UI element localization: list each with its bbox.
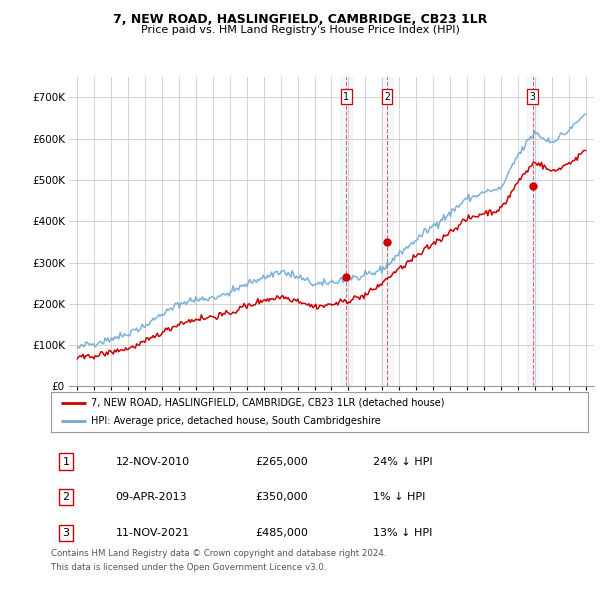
Text: 2: 2 <box>384 92 390 102</box>
Text: 3: 3 <box>62 528 70 538</box>
Text: This data is licensed under the Open Government Licence v3.0.: This data is licensed under the Open Gov… <box>51 563 326 572</box>
Text: 7, NEW ROAD, HASLINGFIELD, CAMBRIDGE, CB23 1LR: 7, NEW ROAD, HASLINGFIELD, CAMBRIDGE, CB… <box>113 13 487 26</box>
Text: 13% ↓ HPI: 13% ↓ HPI <box>373 528 433 538</box>
Text: 12-NOV-2010: 12-NOV-2010 <box>115 457 190 467</box>
Text: Contains HM Land Registry data © Crown copyright and database right 2024.: Contains HM Land Registry data © Crown c… <box>51 549 386 558</box>
Text: 1% ↓ HPI: 1% ↓ HPI <box>373 492 425 502</box>
Bar <box>527 77 538 386</box>
Text: 2: 2 <box>62 492 70 502</box>
Text: 24% ↓ HPI: 24% ↓ HPI <box>373 457 433 467</box>
Text: £265,000: £265,000 <box>255 457 308 467</box>
Text: HPI: Average price, detached house, South Cambridgeshire: HPI: Average price, detached house, Sout… <box>91 416 381 426</box>
Text: £350,000: £350,000 <box>255 492 308 502</box>
Text: 1: 1 <box>62 457 70 467</box>
Text: 3: 3 <box>530 92 535 102</box>
Text: 09-APR-2013: 09-APR-2013 <box>115 492 187 502</box>
Bar <box>381 77 393 386</box>
Text: 7, NEW ROAD, HASLINGFIELD, CAMBRIDGE, CB23 1LR (detached house): 7, NEW ROAD, HASLINGFIELD, CAMBRIDGE, CB… <box>91 398 445 408</box>
Bar <box>340 77 352 386</box>
Text: 1: 1 <box>343 92 349 102</box>
Text: Price paid vs. HM Land Registry's House Price Index (HPI): Price paid vs. HM Land Registry's House … <box>140 25 460 35</box>
Text: 11-NOV-2021: 11-NOV-2021 <box>115 528 190 538</box>
Text: £485,000: £485,000 <box>255 528 308 538</box>
